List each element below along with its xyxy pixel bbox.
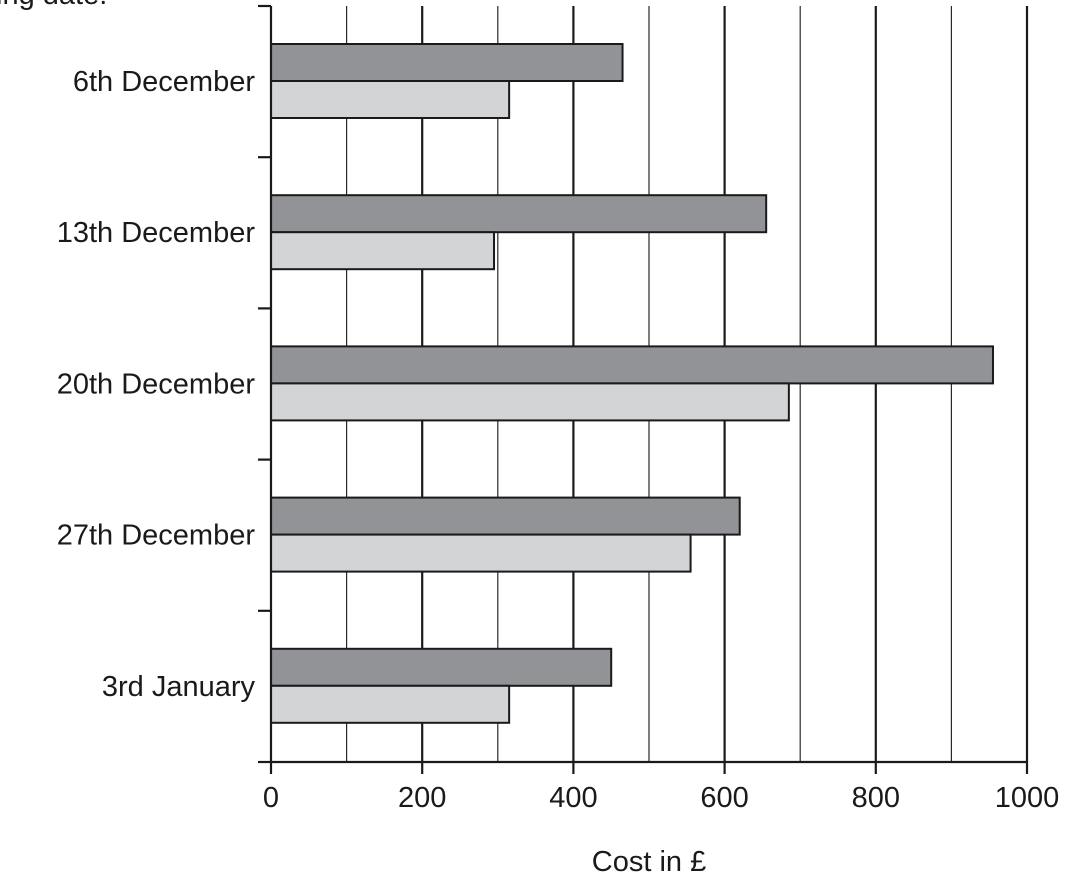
chart-title-fragment: ing date. — [0, 0, 107, 11]
x-tick-label: 200 — [398, 782, 446, 814]
category-label: 3rd January — [102, 671, 256, 703]
category-label: 20th December — [57, 368, 256, 400]
category-label: 13th December — [57, 217, 256, 249]
x-tick-label: 1000 — [995, 782, 1060, 814]
x-tick-label: 600 — [700, 782, 748, 814]
x-tick-label: 800 — [852, 782, 900, 814]
bar-dark — [270, 345, 994, 385]
category-label: 6th December — [73, 66, 255, 98]
category-labels: 6th December 13th December 20th December 27… — [57, 66, 256, 703]
category-label: 27th December — [57, 520, 256, 552]
bar-dark — [270, 43, 624, 82]
bar-light — [270, 533, 692, 573]
bar-dark — [270, 647, 613, 687]
x-axis-label: Cost in £ — [592, 846, 706, 878]
axes — [258, 4, 1029, 774]
bar-dark — [270, 496, 741, 536]
bar-light — [270, 684, 511, 724]
x-tick-label: 400 — [549, 782, 597, 814]
x-tick-label: 0 — [263, 782, 279, 814]
bar-light — [270, 231, 496, 271]
bars — [270, 43, 994, 724]
bar-light — [270, 382, 790, 422]
bar-dark — [270, 194, 768, 234]
x-tick-labels: 0 200 400 600 800 1000 — [263, 782, 1059, 814]
bar-light — [270, 80, 511, 119]
